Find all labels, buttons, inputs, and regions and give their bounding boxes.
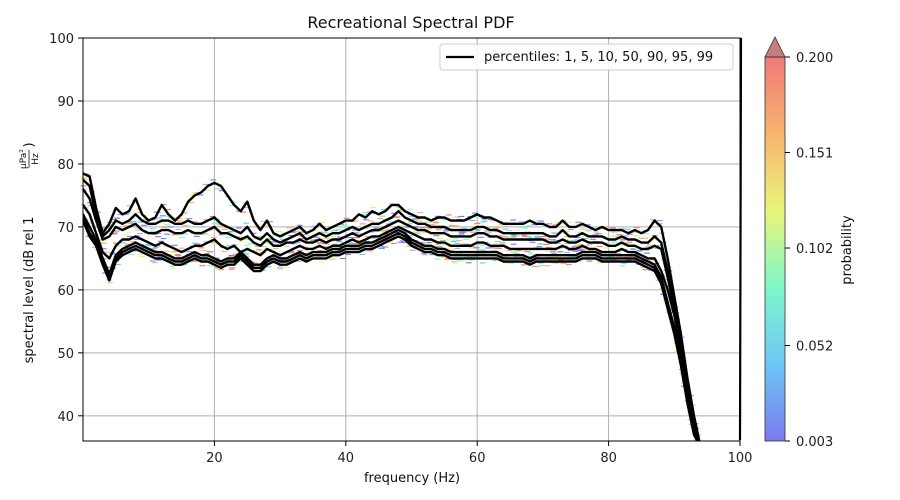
y-tick-label-0: 40 [57, 410, 74, 425]
y-tick-label-1: 50 [57, 347, 74, 362]
legend-label: percentiles: 1, 5, 10, 50, 90, 95, 99 [484, 50, 713, 65]
percentile-line-10 [83, 213, 700, 441]
percentile-line-1 [83, 219, 699, 441]
y-tick-label-6: 100 [49, 32, 74, 47]
colorbar-gradient [765, 57, 785, 441]
y-axis-label-numerator: μPa² [19, 149, 29, 169]
y-tick-label-2: 60 [57, 284, 74, 299]
y-axis-ticks: 40 50 60 70 80 90 100 [49, 32, 83, 425]
percentile-lines [83, 172, 701, 441]
percentile-line-90 [83, 187, 701, 441]
y-axis-label-denominator: Hz [31, 153, 41, 165]
probability-density-speckles [80, 173, 701, 442]
x-tick-label-3: 80 [600, 451, 617, 466]
colorbar-tick-label-2: 0.102 [796, 242, 833, 257]
percentile-line-99 [83, 172, 701, 441]
colorbar-tick-label-4: 0.200 [796, 51, 833, 66]
y-tick-label-5: 90 [57, 95, 74, 110]
percentile-line-95 [83, 178, 701, 441]
y-tick-label-4: 80 [57, 158, 74, 173]
x-axis-label: frequency (Hz) [364, 471, 460, 486]
legend-box [439, 43, 734, 71]
x-axis-ticks: 20 40 60 80 100 [206, 441, 752, 466]
y-tick-label-3: 70 [57, 221, 74, 236]
percentile-line-50 [83, 203, 700, 441]
colorbar-tick-label-3: 0.151 [796, 147, 833, 162]
colorbar-extend-arrow [764, 36, 786, 58]
grid [83, 38, 740, 441]
x-tick-label-1: 40 [338, 451, 355, 466]
y-axis-label-close: ) [22, 142, 37, 147]
colorbar-tick-label-0: 0.003 [796, 435, 833, 450]
chart-title: Recreational Spectral PDF [307, 13, 514, 32]
colorbar-ticks: 0.003 0.052 0.102 0.151 0.200 [785, 51, 833, 450]
y-axis-label-main: spectral level (dB rel 1 [22, 217, 37, 364]
colorbar-tick-label-1: 0.052 [796, 339, 833, 354]
colorbar: 0.003 0.052 0.102 0.151 0.200 probability [764, 36, 855, 450]
colorbar-label: probability [840, 215, 855, 285]
percentile-line-5 [83, 216, 700, 441]
y-axis-label: spectral level (dB rel 1 μPa² Hz ) [19, 142, 41, 363]
colorbar-frame [764, 56, 786, 442]
x-tick-label-2: 60 [469, 451, 486, 466]
x-tick-label-0: 20 [206, 451, 223, 466]
plot-frame [82, 37, 741, 442]
legend: percentiles: 1, 5, 10, 50, 90, 95, 99 [439, 43, 734, 71]
x-tick-label-4: 100 [728, 451, 753, 466]
